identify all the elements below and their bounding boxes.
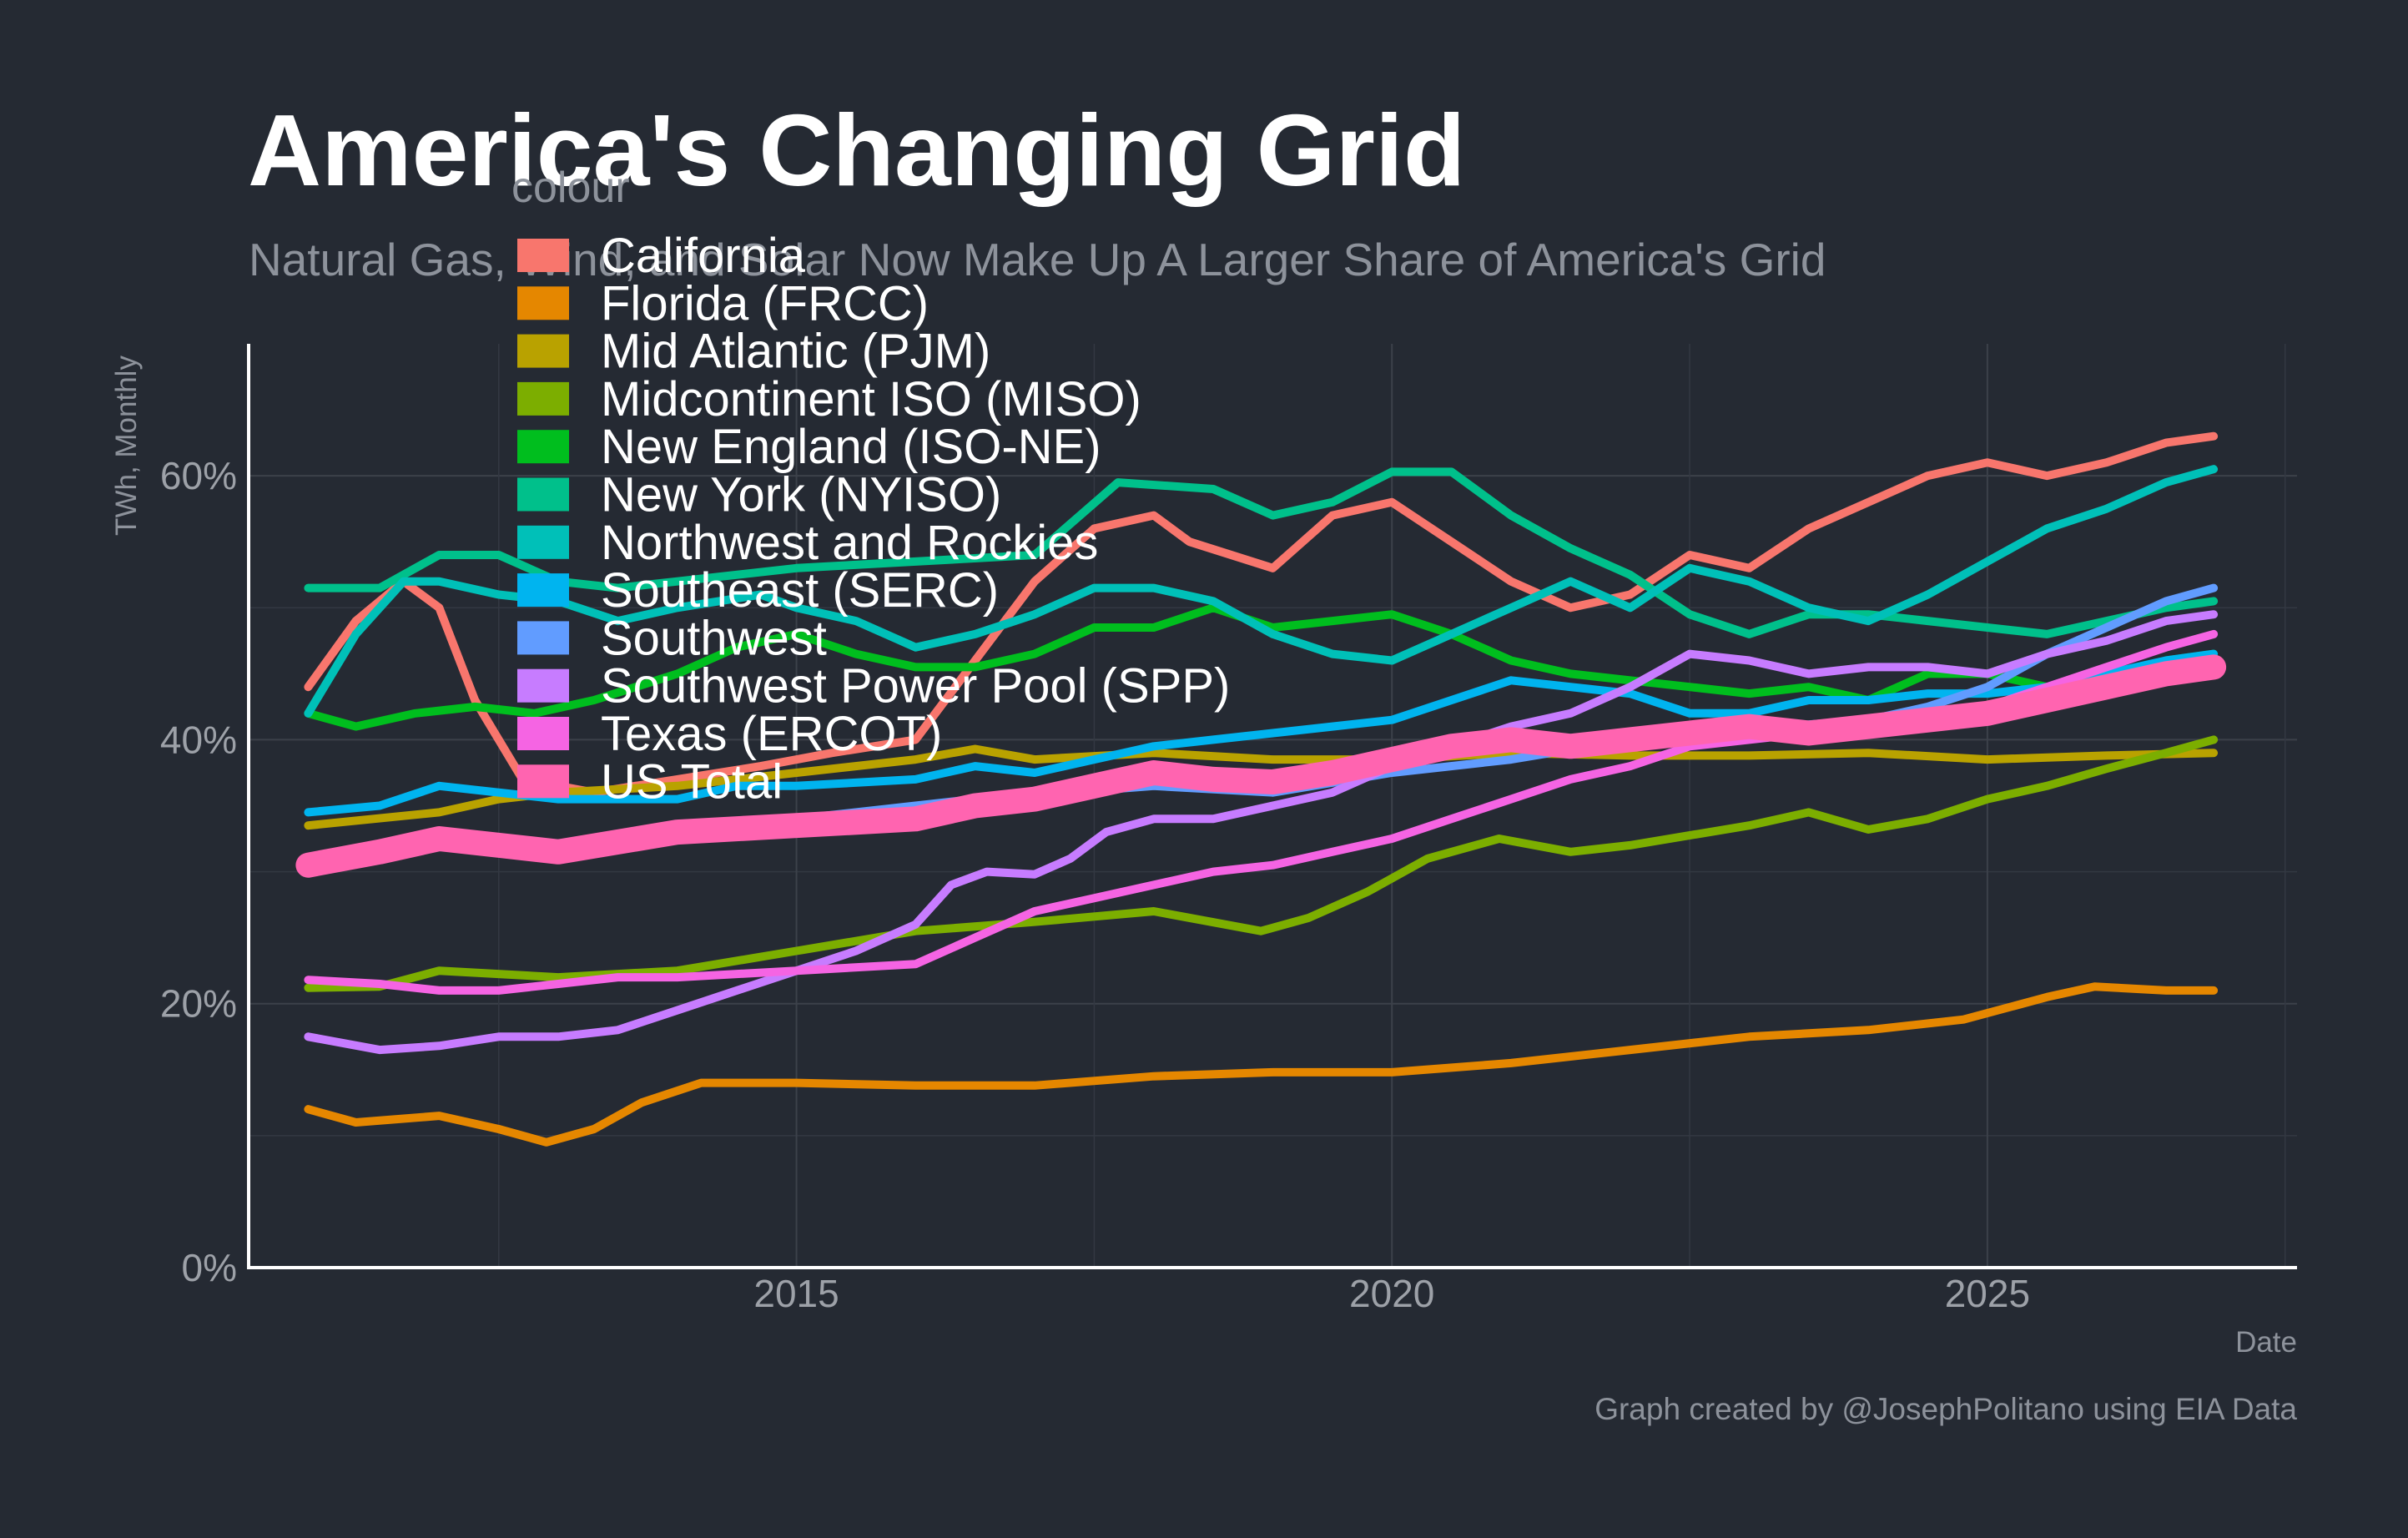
- legend-label: New England (ISO-NE): [601, 420, 1101, 474]
- legend-swatch: [517, 525, 569, 559]
- legend-swatch: [517, 621, 569, 655]
- legend-swatch: [517, 334, 569, 368]
- series-line: [304, 982, 2219, 1147]
- legend-label: California: [601, 229, 806, 283]
- legend-swatch: [517, 239, 569, 272]
- legend-label: Florida (FRCC): [601, 276, 929, 330]
- legend-label: Southwest Power Pool (SPP): [601, 659, 1230, 714]
- legend-label: Mid Atlantic (PJM): [601, 325, 990, 379]
- chart-title: America's Changing Grid: [248, 93, 1465, 207]
- x-axis-title: Date: [2235, 1326, 2297, 1359]
- y-axis-ticks: 0% 20% 40% 60%: [160, 454, 237, 1289]
- legend-swatch: [517, 430, 569, 464]
- legend-swatch: [517, 668, 569, 703]
- chart-subtitle: Natural Gas, Wind, and Solar Now Make Up…: [249, 234, 1826, 285]
- legend-swatch: [517, 717, 569, 750]
- y-axis-title: TWh, Monthly: [110, 356, 143, 536]
- series-line: [304, 603, 2219, 731]
- chart-caption: Graph created by @JosephPolitano using E…: [1594, 1392, 2297, 1426]
- x-tick-label: 2015: [753, 1272, 839, 1315]
- y-tick-label: 60%: [160, 454, 237, 497]
- series-line: [304, 649, 2219, 817]
- legend-label: Midcontinent ISO (MISO): [601, 372, 1141, 426]
- legend-swatch: [517, 764, 569, 799]
- series-line: [304, 610, 2219, 1055]
- legend-label: Southeast (SERC): [601, 563, 999, 618]
- x-tick-label: 2020: [1349, 1272, 1434, 1315]
- y-tick-label: 0%: [182, 1246, 237, 1289]
- x-axis-ticks: 2015 2020 2025: [753, 1272, 2030, 1315]
- legend-swatch: [517, 286, 569, 320]
- legend-label: Southwest: [601, 611, 827, 665]
- legend-swatch: [517, 477, 569, 512]
- series-lines: [295, 431, 2227, 1147]
- legend-swatch: [517, 573, 569, 608]
- legend-swatch: [517, 381, 569, 416]
- series-line: [304, 465, 2219, 718]
- grid-lines: [249, 344, 2297, 1268]
- y-tick-label: 40%: [160, 718, 237, 761]
- legend-title: colour: [511, 164, 630, 212]
- x-tick-label: 2025: [1945, 1272, 2030, 1315]
- legend-label: US Total: [601, 754, 783, 809]
- legend-label: Texas (ERCOT): [601, 707, 942, 761]
- legend-label: Northwest and Rockies: [601, 516, 1098, 570]
- series-line: [295, 654, 2227, 878]
- series-line: [304, 735, 2219, 992]
- series-line: [304, 467, 2219, 638]
- y-tick-label: 20%: [160, 982, 237, 1026]
- legend-label: New York (NYISO): [601, 468, 1001, 522]
